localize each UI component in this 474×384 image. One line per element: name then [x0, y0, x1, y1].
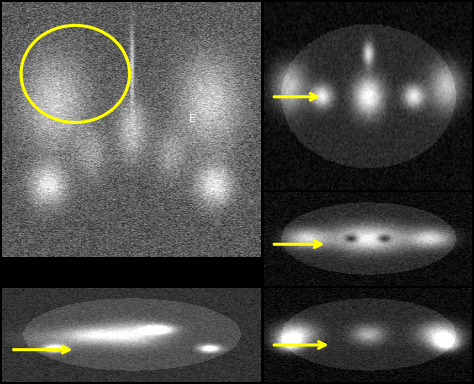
Text: E: E: [189, 114, 196, 124]
